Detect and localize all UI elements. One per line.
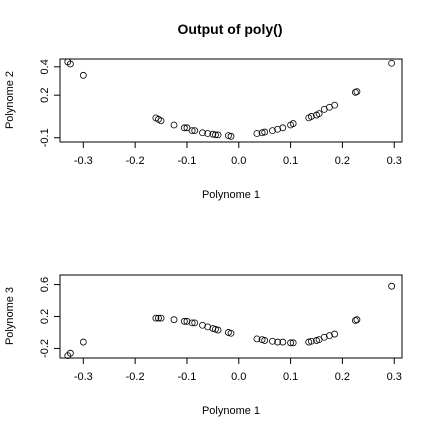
panel-1-y-tick-label: -0.1 [39, 128, 51, 147]
chart-title: Output of poly() [178, 21, 283, 37]
panel-2-x-tick-label: -0.2 [126, 371, 145, 383]
panel-1-point [227, 132, 235, 140]
panel-2-point [188, 319, 196, 327]
panel-2-point [212, 325, 219, 333]
panel-1-point [315, 110, 323, 118]
panel-2-point [170, 316, 178, 324]
panel-1-point [269, 127, 276, 135]
panel-2-point [279, 338, 287, 346]
panel-1-point [212, 131, 219, 139]
panel-1-x-tick-label: -0.1 [177, 155, 196, 167]
panel-2-y-tick-label: 0.6 [39, 277, 51, 292]
panel-2-point [227, 329, 235, 337]
panel-1-x-tick-label: -0.2 [126, 155, 145, 167]
panel-2-y-tick-label: 0.2 [39, 309, 51, 324]
panel-2-frame [59, 274, 403, 359]
panel-2-x-tick-label: -0.3 [74, 371, 93, 383]
panel-1-y-label: Polynome 2 [4, 71, 16, 129]
panel-1-frame [59, 58, 403, 143]
panel-1-x-tick-label: 0.3 [387, 155, 402, 167]
panel-1-point [188, 127, 196, 135]
panel-1-point [331, 101, 339, 109]
panel-2-point [79, 338, 87, 346]
panel-2-x-tick-label: 0.3 [387, 371, 402, 383]
panel-1-point [79, 71, 87, 79]
panel-1-point [225, 132, 232, 140]
panel-2-y-axis: -0.2 0.2 0.6 [39, 277, 60, 358]
panel-2-point [258, 336, 266, 344]
panel-2-point [289, 339, 297, 347]
panel-1-y-tick-label: 0.2 [39, 88, 51, 103]
panel-2-point [320, 333, 328, 341]
panel-2-y-label: Polynome 3 [4, 287, 16, 345]
panel-1-point [307, 113, 315, 120]
panel-1-x-tick-label: -0.3 [74, 155, 93, 167]
panel-2-point [261, 337, 269, 344]
panel-2-point [353, 316, 361, 324]
panel-2-point [274, 338, 282, 346]
panel-2-points [64, 282, 396, 360]
panel-1-point [157, 117, 165, 125]
panel-1-point [258, 129, 266, 137]
panel-1-point [214, 131, 222, 139]
panel-2-point [66, 349, 74, 357]
panel-2-point [313, 337, 320, 344]
panel-2-point [388, 282, 396, 290]
panel-1-point [66, 60, 74, 68]
panel-1-x-tick-label: 0.0 [231, 155, 246, 167]
panel-2-point [191, 319, 199, 327]
panel-1: -0.3 -0.2 -0.1 0.0 0.1 0.2 0.3 -0.1 0.2 0.4 Poly… [4, 58, 403, 201]
panel-1-point [279, 124, 287, 132]
panel-2-point [199, 321, 206, 329]
panel-2-point [209, 325, 217, 332]
panel-1-y-axis: -0.1 0.2 0.4 [39, 59, 60, 147]
panel-2-x-tick-label: 0.2 [335, 371, 350, 383]
panel-1-point [261, 128, 269, 136]
panel-1-point [289, 120, 297, 127]
panel-1-point [199, 129, 206, 137]
panel-1-point [274, 125, 282, 133]
panel-1-x-axis: -0.3 -0.2 -0.1 0.0 0.1 0.2 0.3 [74, 142, 402, 167]
panel-2-point [180, 317, 188, 325]
panel-2-point [152, 314, 160, 322]
panel-2-point [287, 339, 294, 347]
panel-2-point [183, 317, 191, 325]
panel-2-x-tick-label: 0.0 [231, 371, 246, 383]
panel-2-point [225, 329, 232, 336]
panel-1-point [191, 127, 199, 135]
panel-1-point [183, 124, 191, 132]
panel-2-point [214, 326, 222, 334]
panel-2-x-tick-label: 0.1 [283, 371, 298, 383]
panel-2-x-axis: -0.3 -0.2 -0.1 0.0 0.1 0.2 0.3 [74, 358, 402, 383]
panel-2-point [305, 338, 313, 346]
panel-1-point [253, 130, 261, 137]
panel-2-y-tick-label: -0.2 [39, 339, 51, 358]
panel-1-point [353, 88, 361, 96]
panel-2-point [269, 337, 276, 345]
panel-1-point [209, 130, 217, 138]
panel-2-point [331, 330, 339, 338]
panel-2-point [253, 335, 261, 343]
panel-2-point [351, 317, 359, 324]
panel-2-point [204, 323, 212, 331]
panel-1-x-tick-label: 0.1 [283, 155, 298, 167]
panel-2-point [307, 337, 315, 345]
panel-2-point [157, 314, 165, 322]
panel-2-point [155, 314, 162, 322]
panel-1-y-tick-label: 0.4 [39, 59, 51, 74]
panel-1-point [204, 130, 212, 137]
panel-2-point [326, 332, 333, 340]
panel-1-points [64, 58, 396, 140]
panel-1-x-label: Polynome 1 [202, 189, 260, 201]
panel-1-point [388, 59, 396, 67]
panel-1-point [180, 124, 188, 132]
panel-1-point [170, 121, 178, 129]
panel-2-x-label: Polynome 1 [202, 405, 260, 417]
panel-2: -0.3 -0.2 -0.1 0.0 0.1 0.2 0.3 -0.2 0.2 0.6 Poly… [4, 274, 403, 417]
panel-1-x-tick-label: 0.2 [335, 155, 350, 167]
panel-2-x-tick-label: -0.1 [177, 371, 196, 383]
